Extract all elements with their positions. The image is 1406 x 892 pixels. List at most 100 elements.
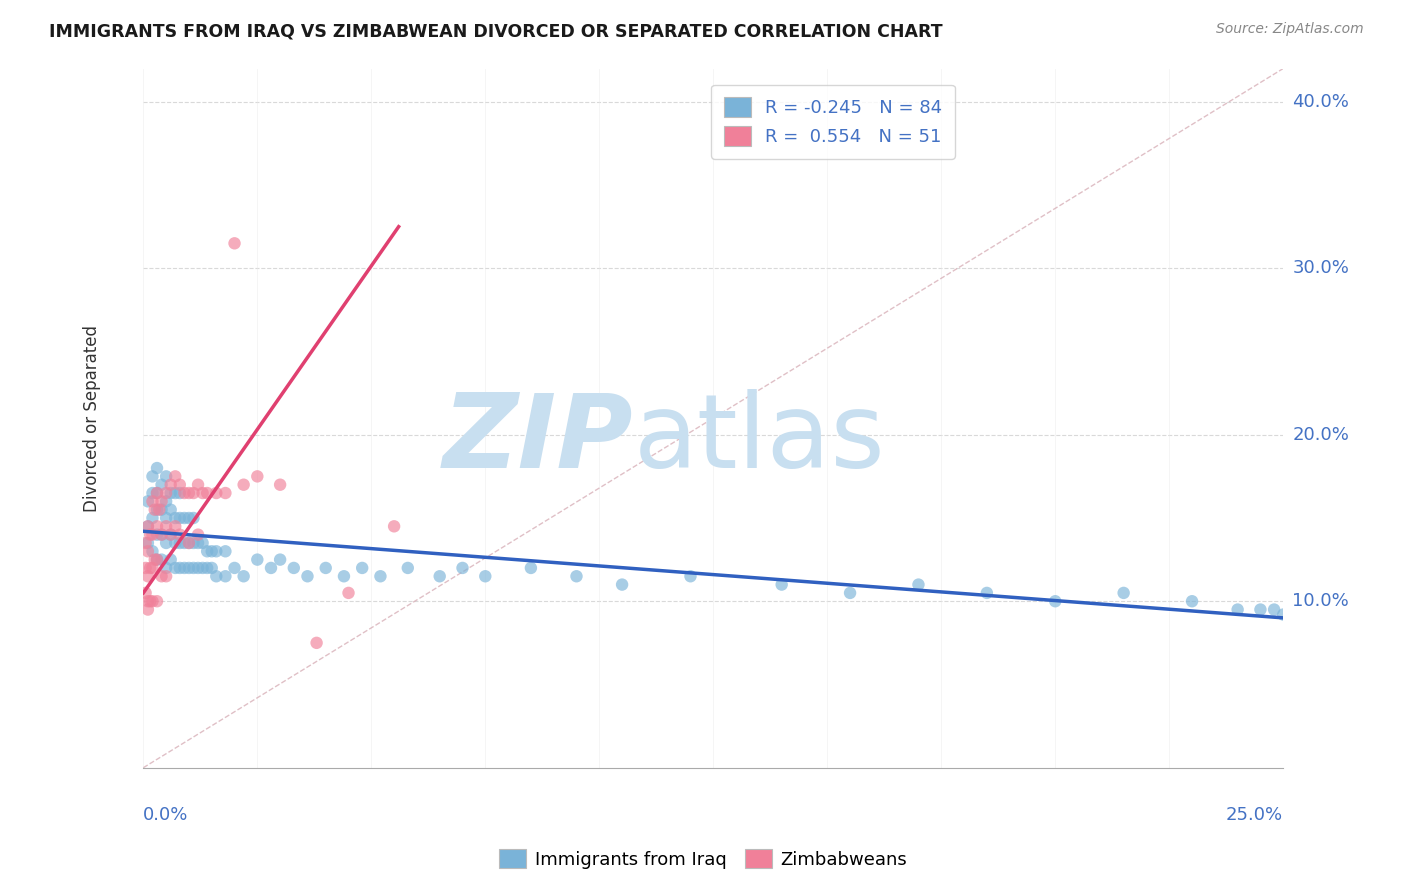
Point	[136, 602, 159, 616]
Point	[146, 486, 169, 500]
Point	[165, 536, 187, 550]
Point	[141, 594, 163, 608]
Point	[337, 586, 360, 600]
Point	[150, 527, 173, 541]
Point	[155, 511, 177, 525]
Point	[214, 569, 236, 583]
Text: atlas: atlas	[634, 389, 886, 490]
Point	[177, 561, 200, 575]
Text: ZIP: ZIP	[443, 389, 634, 490]
Point	[155, 561, 177, 575]
Point	[520, 561, 543, 575]
Point	[136, 519, 159, 533]
Point	[136, 536, 159, 550]
Point	[195, 486, 218, 500]
Point	[141, 544, 163, 558]
Point	[159, 486, 181, 500]
Point	[141, 511, 163, 525]
Point	[183, 486, 205, 500]
Point	[191, 561, 214, 575]
Point	[191, 486, 214, 500]
Point	[396, 561, 419, 575]
Point	[177, 536, 200, 550]
Point	[224, 236, 246, 251]
Point	[169, 486, 191, 500]
Point	[679, 569, 702, 583]
Point	[214, 486, 236, 500]
Point	[169, 511, 191, 525]
Point	[839, 586, 862, 600]
Point	[155, 494, 177, 508]
Point	[146, 527, 169, 541]
Point	[169, 527, 191, 541]
Point	[205, 569, 228, 583]
Point	[183, 511, 205, 525]
Point	[177, 511, 200, 525]
Text: 30.0%: 30.0%	[1292, 260, 1350, 277]
Point	[224, 561, 246, 575]
Point	[141, 527, 163, 541]
Point	[232, 477, 254, 491]
Point	[1181, 594, 1204, 608]
Point	[146, 552, 169, 566]
Point	[139, 527, 162, 541]
Point	[269, 477, 291, 491]
Point	[136, 544, 159, 558]
Point	[155, 536, 177, 550]
Point	[159, 527, 181, 541]
Point	[297, 569, 319, 583]
Point	[135, 561, 157, 575]
Point	[150, 502, 173, 516]
Text: 40.0%: 40.0%	[1292, 93, 1350, 111]
Point	[141, 469, 163, 483]
Point	[976, 586, 998, 600]
Point	[136, 519, 159, 533]
Point	[169, 536, 191, 550]
Point	[232, 569, 254, 583]
Point	[333, 569, 356, 583]
Point	[187, 477, 209, 491]
Point	[201, 561, 224, 575]
Point	[269, 552, 291, 566]
Point	[429, 569, 451, 583]
Point	[907, 577, 929, 591]
Point	[159, 527, 181, 541]
Point	[565, 569, 588, 583]
Point	[136, 569, 159, 583]
Point	[183, 536, 205, 550]
Point	[169, 477, 191, 491]
Point	[169, 561, 191, 575]
Point	[155, 569, 177, 583]
Point	[201, 544, 224, 558]
Point	[246, 469, 269, 483]
Point	[187, 561, 209, 575]
Point	[146, 461, 169, 475]
Point	[136, 594, 159, 608]
Point	[173, 511, 195, 525]
Point	[451, 561, 474, 575]
Text: IMMIGRANTS FROM IRAQ VS ZIMBABWEAN DIVORCED OR SEPARATED CORRELATION CHART: IMMIGRANTS FROM IRAQ VS ZIMBABWEAN DIVOR…	[49, 22, 943, 40]
Point	[165, 511, 187, 525]
Point	[173, 536, 195, 550]
Point	[205, 544, 228, 558]
Text: 10.0%: 10.0%	[1292, 592, 1350, 610]
Text: 0.0%: 0.0%	[143, 806, 188, 824]
Point	[150, 477, 173, 491]
Point	[148, 502, 170, 516]
Text: Source: ZipAtlas.com: Source: ZipAtlas.com	[1216, 22, 1364, 37]
Point	[159, 552, 181, 566]
Point	[1226, 602, 1249, 616]
Point	[205, 486, 228, 500]
Point	[214, 544, 236, 558]
Point	[1045, 594, 1067, 608]
Point	[146, 486, 169, 500]
Point	[143, 552, 166, 566]
Point	[146, 594, 169, 608]
Point	[1112, 586, 1135, 600]
Point	[150, 552, 173, 566]
Point	[305, 636, 328, 650]
Point	[165, 519, 187, 533]
Point	[155, 486, 177, 500]
Point	[146, 502, 169, 516]
Point	[260, 561, 283, 575]
